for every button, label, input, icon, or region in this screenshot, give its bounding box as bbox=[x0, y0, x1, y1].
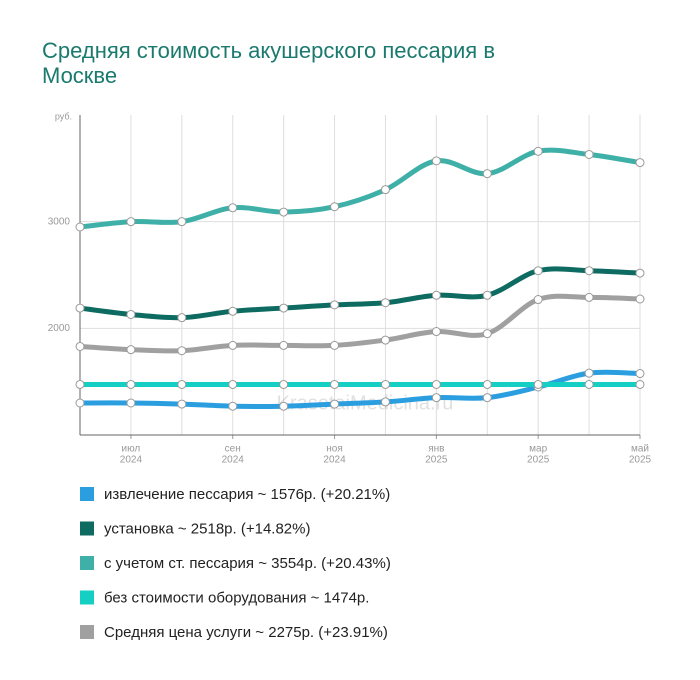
x-tick-label: 2025 bbox=[527, 455, 550, 466]
point bbox=[635, 268, 645, 278]
series-line bbox=[77, 369, 643, 409]
point bbox=[584, 292, 594, 302]
point bbox=[126, 345, 136, 355]
point bbox=[584, 379, 594, 389]
legend-swatch bbox=[80, 487, 94, 501]
point bbox=[533, 266, 543, 276]
point bbox=[380, 379, 390, 389]
point bbox=[228, 401, 238, 411]
point bbox=[177, 346, 187, 356]
point bbox=[330, 340, 340, 350]
point bbox=[431, 379, 441, 389]
x-tick-label: ноя bbox=[326, 444, 343, 455]
point bbox=[635, 379, 645, 389]
point bbox=[279, 207, 289, 217]
point bbox=[228, 306, 238, 316]
y-unit: руб. bbox=[55, 111, 72, 121]
legend-label: без стоимости оборудования ~ 1474р. bbox=[104, 589, 369, 606]
legend-swatch bbox=[80, 521, 94, 536]
legend-label: извлечение пессария ~ 1576р. (+20.21%) bbox=[104, 486, 390, 503]
point bbox=[330, 300, 340, 310]
point bbox=[126, 217, 136, 227]
point bbox=[635, 294, 645, 304]
y-tick-label: 3000 bbox=[48, 216, 71, 227]
point bbox=[177, 379, 187, 389]
point bbox=[482, 393, 492, 403]
point bbox=[584, 149, 594, 159]
x-tick-label: июл bbox=[122, 444, 141, 455]
x-tick-label: 2024 bbox=[120, 455, 143, 466]
point bbox=[482, 290, 492, 300]
point bbox=[380, 298, 390, 308]
point bbox=[279, 379, 289, 389]
x-tick-label: мар bbox=[529, 444, 547, 455]
point bbox=[533, 295, 543, 305]
point bbox=[635, 369, 645, 379]
point bbox=[431, 290, 441, 300]
point bbox=[482, 169, 492, 179]
point bbox=[380, 335, 390, 345]
x-tick-label: сен bbox=[225, 444, 241, 455]
legend-swatch bbox=[80, 556, 94, 570]
legend-label: Средняя цена услуги ~ 2275р. (+23.91%) bbox=[104, 624, 388, 641]
point bbox=[75, 398, 85, 408]
point bbox=[431, 393, 441, 403]
x-tick-label: 2025 bbox=[629, 455, 652, 466]
point bbox=[75, 341, 85, 351]
x-tick-label: 2024 bbox=[323, 455, 346, 466]
point bbox=[482, 379, 492, 389]
point bbox=[228, 203, 238, 213]
point bbox=[380, 185, 390, 195]
legend-label: с учетом ст. пессария ~ 3554р. (+20.43%) bbox=[104, 555, 391, 572]
point bbox=[584, 266, 594, 276]
point bbox=[177, 313, 187, 323]
point bbox=[330, 379, 340, 389]
series-line bbox=[77, 266, 643, 321]
point bbox=[533, 146, 543, 156]
point bbox=[330, 202, 340, 212]
point bbox=[482, 329, 492, 339]
point bbox=[431, 327, 441, 337]
point bbox=[75, 222, 85, 232]
point bbox=[75, 303, 85, 313]
point bbox=[380, 397, 390, 407]
x-tick-label: май bbox=[631, 444, 649, 455]
point bbox=[228, 340, 238, 350]
legend-swatch bbox=[80, 625, 94, 639]
y-tick-label: 2000 bbox=[48, 323, 71, 334]
point bbox=[431, 156, 441, 166]
point bbox=[126, 309, 136, 319]
point bbox=[228, 379, 238, 389]
point bbox=[177, 399, 187, 409]
legend-label: установка ~ 2518р. (+14.82%) bbox=[104, 520, 310, 537]
point bbox=[279, 340, 289, 350]
point bbox=[126, 379, 136, 389]
point bbox=[177, 217, 187, 227]
point bbox=[330, 399, 340, 409]
point bbox=[126, 398, 136, 408]
point bbox=[75, 379, 85, 389]
x-tick-label: янв bbox=[428, 444, 444, 455]
x-tick-label: 2024 bbox=[222, 455, 245, 466]
point bbox=[584, 368, 594, 378]
legend-swatch bbox=[80, 590, 94, 605]
chart-title: Средняя стоимость акушерского пессария в… bbox=[42, 38, 496, 88]
series-line bbox=[77, 147, 643, 230]
point bbox=[279, 401, 289, 411]
point bbox=[279, 303, 289, 313]
x-tick-label: 2025 bbox=[425, 455, 448, 466]
point bbox=[635, 158, 645, 168]
point bbox=[533, 379, 543, 389]
